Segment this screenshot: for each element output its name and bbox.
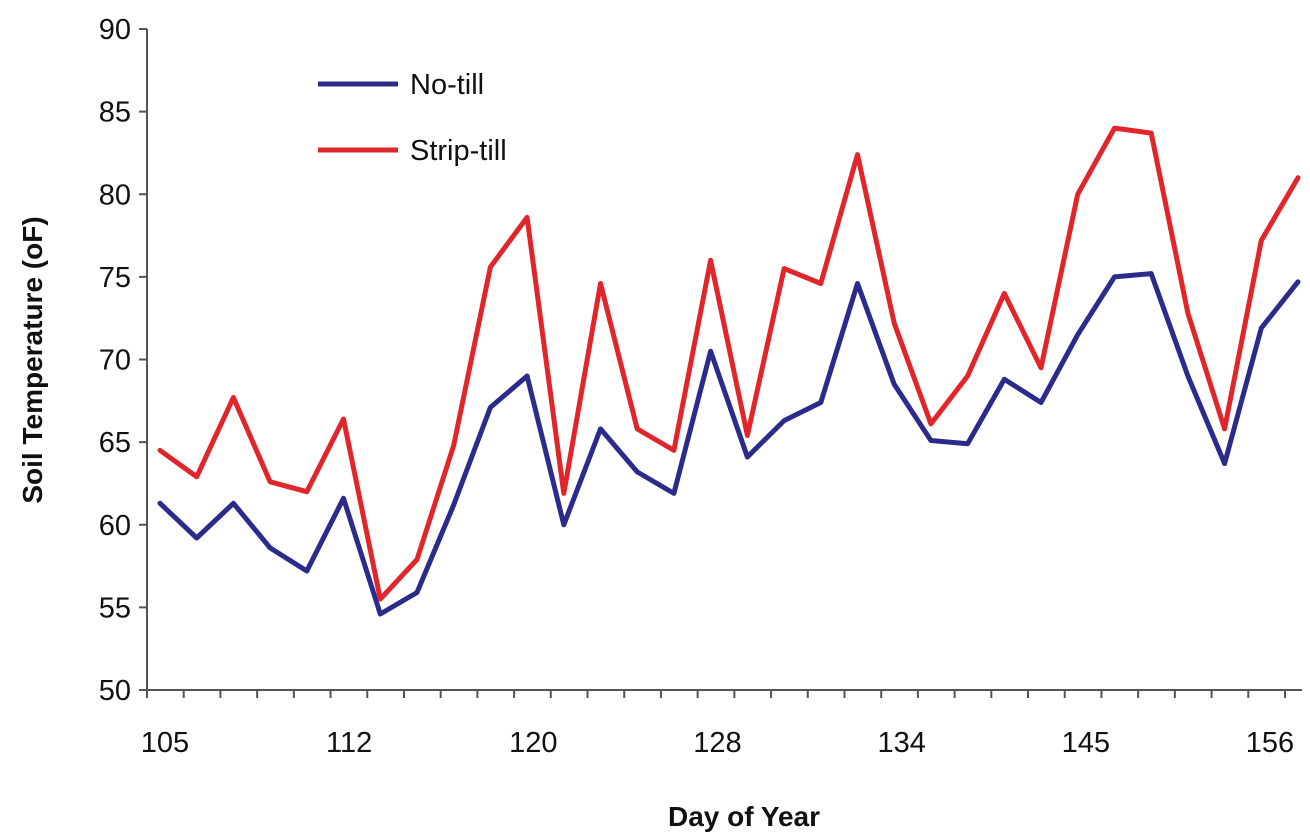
x-axis-title: Day of Year: [668, 801, 820, 832]
series-layer: [157, 125, 1301, 617]
series-line-no-till: [157, 271, 1301, 617]
y-tick-label: 65: [99, 427, 131, 459]
y-axis-ticks: 50 55 60 65 70 75 80 85 90: [99, 14, 147, 707]
y-tick-label: 75: [99, 262, 131, 294]
y-tick-label: 60: [99, 510, 131, 542]
series-line-strip-till: [157, 125, 1301, 602]
x-tick-label: 112: [326, 727, 372, 759]
y-axis-title: Soil Temperature (oF): [17, 216, 48, 503]
y-tick-label: 85: [99, 97, 131, 129]
x-tick-label: 156: [1246, 727, 1294, 759]
y-tick-label: 55: [99, 592, 131, 624]
x-tick-label: 105: [141, 727, 189, 759]
y-tick-label: 70: [99, 345, 131, 377]
legend-label-no-till: No-till: [410, 69, 484, 101]
x-tick-label: 128: [693, 727, 741, 759]
legend-label-strip-till: Strip-till: [410, 135, 507, 167]
y-tick-label: 80: [99, 179, 131, 211]
x-tick-label: 134: [877, 727, 925, 759]
y-tick-label: 90: [99, 14, 131, 46]
y-tick-label: 50: [99, 675, 131, 707]
legend: No-till Strip-till: [318, 69, 507, 167]
x-tick-label: 145: [1062, 727, 1110, 759]
x-axis-ticks: 105 112 120 128 134 145 156: [141, 690, 1294, 759]
x-tick-label: 120: [509, 727, 557, 759]
